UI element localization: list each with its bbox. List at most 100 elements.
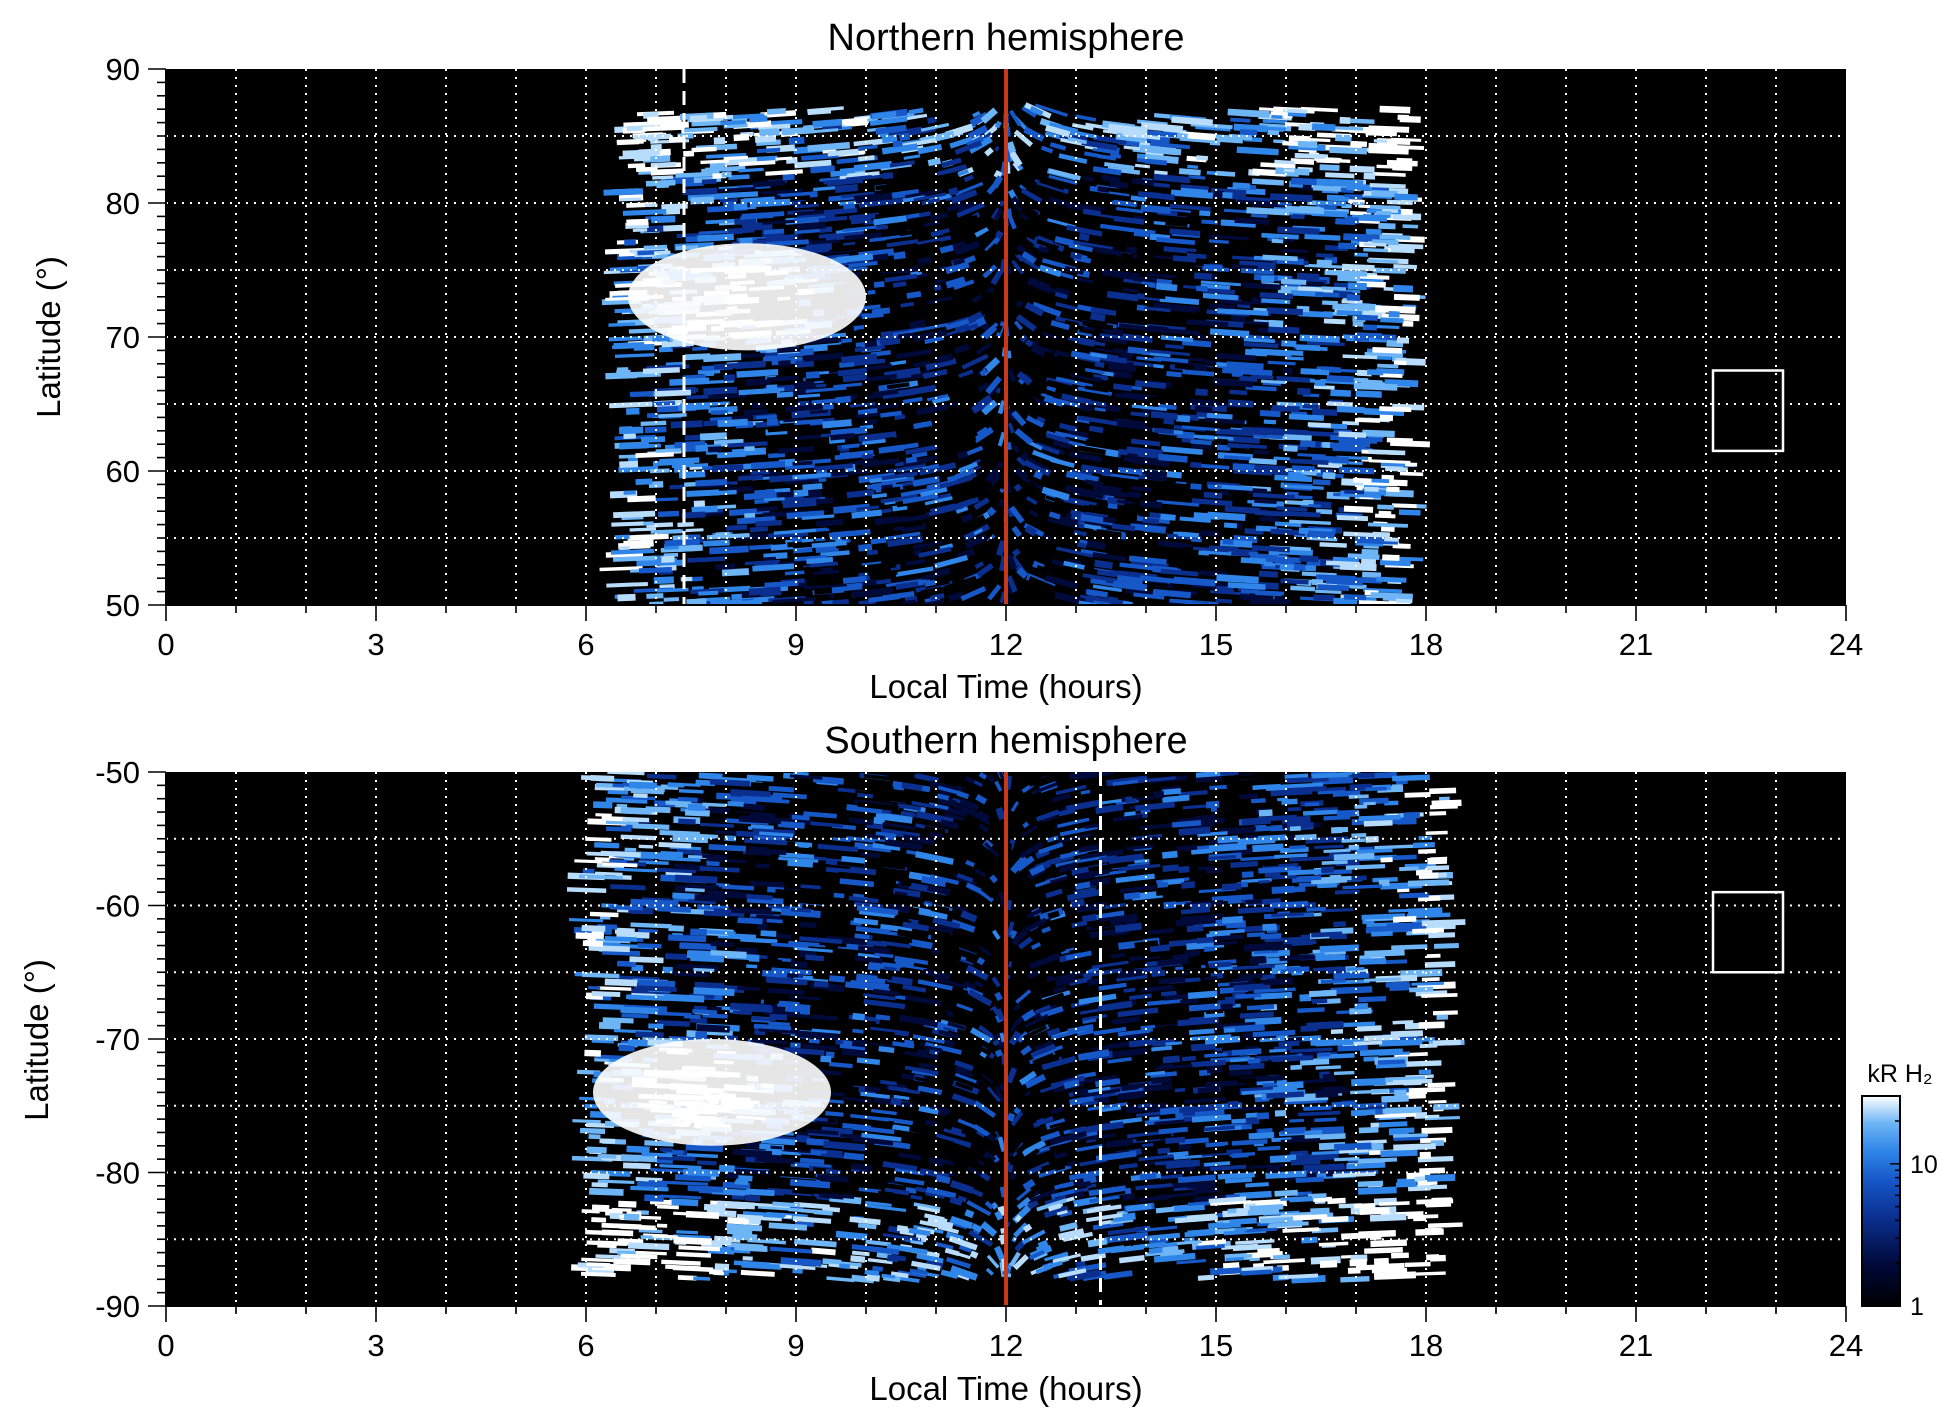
emission-streak (1198, 550, 1210, 556)
emission-streak (1042, 252, 1078, 266)
emission-streak (1059, 1210, 1073, 1218)
emission-streak (906, 291, 922, 299)
emission-streak (1281, 340, 1297, 348)
emission-streak (1066, 558, 1082, 565)
emission-streak (1043, 1205, 1069, 1218)
emission-streak (1355, 274, 1390, 280)
emission-streak (581, 972, 620, 979)
emission-streak (1045, 432, 1070, 444)
emission-streak (1197, 1274, 1215, 1281)
emission-streak (1006, 1112, 1016, 1122)
emission-streak (900, 880, 912, 887)
emission-streak (1150, 1071, 1177, 1079)
emission-streak (1209, 1266, 1241, 1276)
emission-streak (713, 1271, 725, 1276)
emission-streak (728, 174, 750, 180)
emission-streak (898, 1014, 939, 1028)
emission-streak (1012, 1222, 1029, 1238)
emission-streak (1332, 790, 1361, 797)
emission-streak (1132, 365, 1156, 373)
emission-streak (995, 1008, 1005, 1021)
emission-streak (708, 843, 747, 852)
emission-streak (1157, 957, 1189, 967)
emission-streak (1192, 546, 1230, 553)
emission-streak (646, 593, 664, 599)
emission-streak (1362, 214, 1390, 219)
emission-streak (905, 994, 942, 1006)
emission-streak (676, 963, 719, 972)
emission-streak (1088, 425, 1104, 434)
emission-streak (767, 424, 811, 433)
emission-streak (821, 600, 835, 605)
emission-streak (1289, 1118, 1305, 1123)
emission-streak (1375, 305, 1416, 314)
emission-streak (792, 460, 813, 466)
emission-streak (827, 344, 846, 351)
emission-streak (1007, 214, 1017, 230)
emission-streak (1359, 957, 1387, 965)
emission-streak (795, 1030, 838, 1041)
emission-streak (1014, 1240, 1026, 1252)
emission-streak (1277, 226, 1320, 235)
emission-streak (773, 528, 817, 535)
emission-streak (766, 375, 799, 382)
emission-streak (1347, 1267, 1361, 1274)
emission-streak (1195, 285, 1208, 292)
emission-streak (1367, 435, 1383, 442)
emission-streak (1190, 902, 1212, 910)
emission-streak (980, 451, 997, 466)
emission-streak (584, 1034, 619, 1042)
emission-streak (1033, 356, 1060, 370)
emission-streak (1174, 1087, 1186, 1093)
emission-streak (1069, 1095, 1095, 1106)
emission-streak (1131, 404, 1167, 412)
emission-streak (1333, 597, 1358, 605)
emission-streak (844, 232, 883, 241)
emission-streak (746, 964, 758, 969)
emission-streak (750, 782, 766, 789)
emission-streak (933, 976, 968, 990)
emission-streak (789, 995, 822, 1001)
emission-streak (1300, 440, 1316, 448)
emission-streak (626, 1145, 650, 1154)
emission-streak (1178, 790, 1208, 797)
emission-streak (595, 938, 631, 944)
emission-streak (1246, 206, 1290, 216)
emission-streak (1285, 776, 1329, 784)
emission-streak (1415, 867, 1433, 876)
emission-streak (1139, 1171, 1157, 1181)
emission-streak (1146, 145, 1182, 156)
emission-streak (685, 1143, 724, 1152)
emission-streak (1155, 179, 1168, 186)
emission-streak (1006, 141, 1017, 154)
emission-streak (865, 1239, 892, 1247)
emission-streak (840, 1133, 874, 1141)
emission-streak (1386, 437, 1413, 444)
emission-streak (884, 1187, 910, 1196)
emission-streak (954, 1065, 971, 1076)
emission-streak (924, 596, 941, 605)
emission-streak (908, 1125, 945, 1138)
emission-streak (768, 452, 786, 459)
emission-streak (754, 1030, 766, 1036)
emission-streak (951, 1093, 977, 1107)
emission-streak (764, 1010, 808, 1018)
emission-streak (1222, 191, 1233, 199)
emission-streak (1359, 1207, 1390, 1215)
emission-streak (815, 544, 839, 553)
emission-streak (1190, 1034, 1232, 1041)
emission-streak (998, 1234, 1007, 1245)
emission-streak (1235, 1239, 1275, 1245)
emission-streak (1006, 368, 1017, 383)
emission-streak (1106, 849, 1124, 857)
emission-streak (669, 1198, 699, 1207)
emission-streak (1101, 326, 1124, 337)
emission-streak (999, 1032, 1006, 1043)
emission-streak (1425, 1202, 1452, 1208)
emission-streak (1254, 509, 1288, 517)
emission-streak (1239, 793, 1259, 800)
emission-streak (1160, 482, 1190, 491)
emission-streak (646, 364, 690, 370)
emission-streak (1082, 320, 1114, 331)
emission-streak (727, 801, 744, 807)
